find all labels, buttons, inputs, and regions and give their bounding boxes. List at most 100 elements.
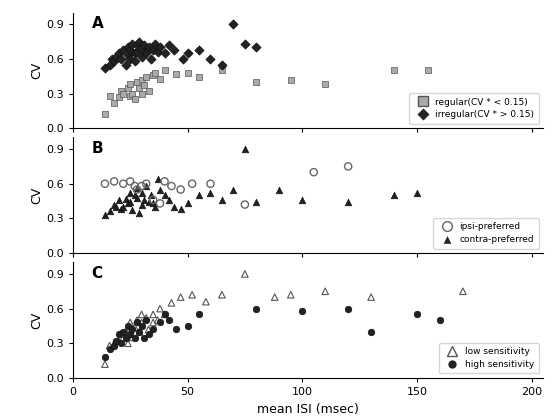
Point (153, 49, 162, 55)
Point (114, 94, 123, 100)
Point (125, 189, 134, 196)
Point (116, 55, 125, 62)
Point (123, 340, 132, 346)
Point (128, 326, 137, 333)
Point (116, 331, 125, 337)
Point (130, 192, 139, 199)
Point (144, 44, 153, 51)
Point (344, 199, 353, 206)
Point (309, 169, 318, 176)
Point (116, 206, 125, 213)
Point (183, 323, 192, 329)
Point (142, 74, 151, 81)
Point (160, 192, 169, 199)
Point (135, 38, 144, 45)
Y-axis label: CV: CV (30, 312, 43, 329)
Point (142, 315, 151, 321)
Point (128, 40, 137, 47)
Point (133, 194, 142, 201)
Point (114, 338, 123, 344)
Point (171, 326, 180, 333)
Point (240, 270, 249, 277)
Y-axis label: CV: CV (30, 62, 43, 79)
Point (119, 90, 128, 97)
Point (390, 67, 399, 74)
Point (137, 53, 146, 60)
Point (135, 209, 144, 216)
Point (116, 340, 125, 346)
Point (144, 199, 153, 206)
X-axis label: mean ISI (msec): mean ISI (msec) (257, 403, 359, 415)
Point (142, 180, 151, 187)
Point (125, 199, 134, 206)
Point (252, 199, 261, 206)
Point (100, 361, 109, 368)
Point (194, 192, 203, 199)
Point (160, 311, 169, 318)
Point (148, 319, 157, 326)
Point (123, 200, 132, 207)
Point (436, 317, 445, 323)
Point (148, 197, 157, 203)
Point (119, 180, 128, 187)
Point (160, 67, 169, 74)
Point (121, 195, 130, 202)
Point (128, 334, 137, 341)
Point (321, 288, 330, 295)
Point (133, 319, 142, 326)
Point (130, 324, 139, 331)
Point (183, 69, 192, 76)
Point (135, 328, 144, 335)
Point (130, 96, 139, 102)
Point (151, 40, 160, 47)
Point (156, 305, 165, 312)
Point (139, 334, 148, 341)
Point (100, 180, 109, 187)
Point (105, 92, 114, 99)
Point (133, 185, 142, 192)
Point (167, 299, 176, 306)
Point (128, 90, 137, 97)
Point (217, 67, 226, 74)
Point (119, 204, 128, 210)
Point (156, 75, 165, 82)
Point (169, 204, 178, 210)
Point (130, 50, 139, 56)
Point (139, 197, 148, 203)
Text: B: B (92, 141, 103, 156)
Point (100, 212, 109, 218)
Point (112, 53, 121, 60)
Point (112, 204, 121, 210)
Point (130, 334, 139, 341)
Point (144, 326, 153, 333)
Point (125, 319, 134, 326)
Point (148, 326, 157, 333)
Point (240, 146, 249, 152)
Point (137, 319, 146, 326)
Point (188, 180, 197, 187)
Point (121, 334, 130, 341)
Point (130, 58, 139, 65)
Point (252, 79, 261, 85)
Point (105, 61, 114, 68)
Point (165, 317, 174, 323)
Point (413, 189, 422, 196)
Point (121, 328, 130, 335)
Point (144, 88, 153, 94)
Point (252, 44, 261, 51)
Point (217, 61, 226, 68)
Point (142, 183, 151, 189)
Point (298, 307, 307, 314)
Point (148, 46, 157, 53)
Point (123, 84, 132, 91)
Point (125, 331, 134, 337)
Point (114, 197, 123, 203)
Point (130, 183, 139, 189)
Point (125, 326, 134, 333)
Point (156, 186, 165, 193)
Legend: regular(CV * < 0.15), irregular(CV * > 0.15): regular(CV * < 0.15), irregular(CV * > 0… (409, 93, 539, 124)
Point (148, 311, 157, 318)
Point (125, 178, 134, 185)
Point (144, 331, 153, 337)
Point (183, 200, 192, 207)
